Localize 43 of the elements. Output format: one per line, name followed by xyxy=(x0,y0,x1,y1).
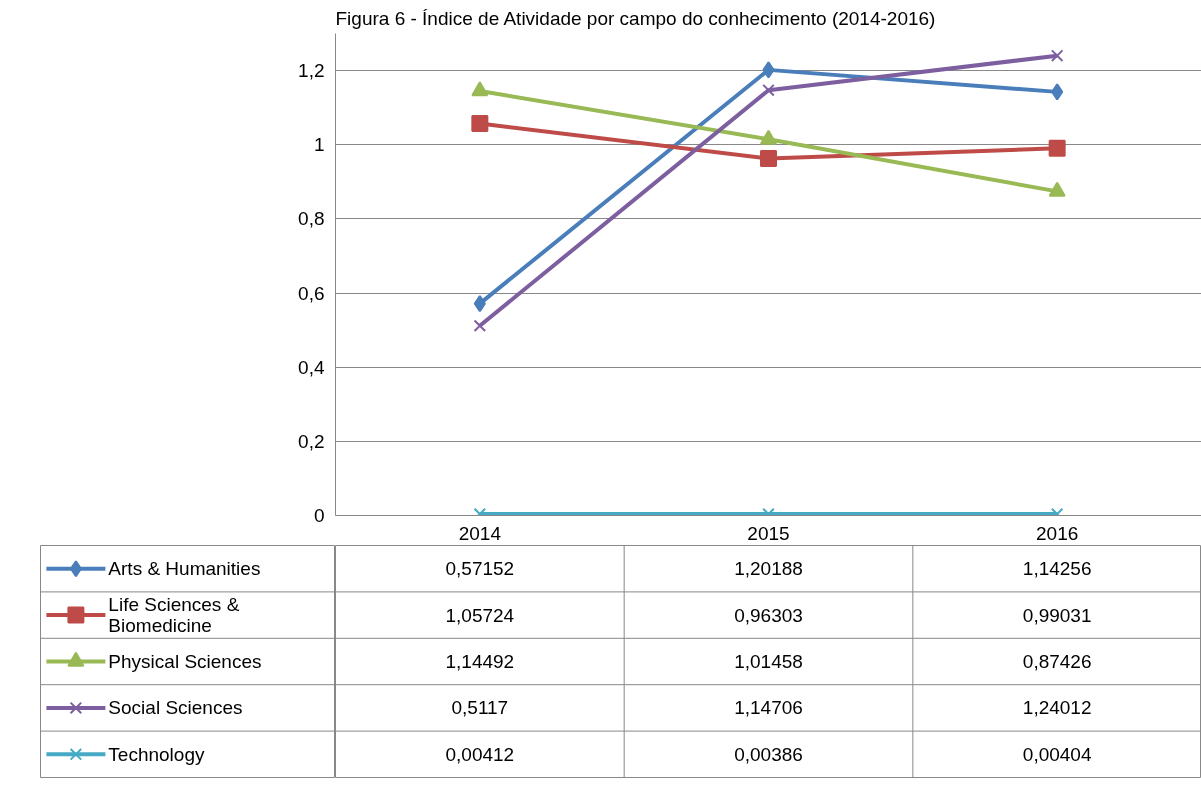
y-tick-label: 1,2 xyxy=(298,60,325,82)
data-label: 1,01458 xyxy=(734,651,803,672)
data-label: 0,00386 xyxy=(734,743,803,765)
data-label: 0,96303 xyxy=(734,604,803,626)
point xyxy=(760,129,777,145)
data-label: 1,05724 xyxy=(445,604,515,626)
y-tick-label: 0,8 xyxy=(298,208,325,230)
y-tick-label: 0,4 xyxy=(298,356,325,378)
x-tick-label: 2015 xyxy=(747,522,790,544)
legend-label: Physical Sciences xyxy=(108,651,262,672)
data-label: 1,14492 xyxy=(445,651,515,672)
x-tick-label: 2016 xyxy=(1036,522,1079,544)
chart-title: Figura 6 - Índice de Atividade por campo do conhecimento (2014-2016) xyxy=(335,7,936,29)
data-label: 0,00412 xyxy=(445,743,515,765)
y-tick-label: 0,2 xyxy=(298,430,325,452)
data-label: 0,87426 xyxy=(1022,651,1092,672)
legend-label: Arts & Humanities xyxy=(108,558,261,580)
point xyxy=(1048,181,1066,197)
data-label: 0,57152 xyxy=(445,558,515,580)
point xyxy=(471,115,489,133)
data-label: 1,14706 xyxy=(734,697,803,719)
y-tick-label: 0 xyxy=(313,505,325,526)
data-label: 1,14256 xyxy=(1022,558,1092,580)
point xyxy=(762,83,775,97)
y-tick-label: 1 xyxy=(313,134,325,156)
legend-label: Social Sciences xyxy=(108,697,243,719)
point xyxy=(762,61,775,79)
point xyxy=(473,319,487,333)
data-label: 0,5117 xyxy=(451,697,509,719)
data-label: 1,20188 xyxy=(734,558,803,580)
data-label: 0,00404 xyxy=(1022,743,1092,765)
data-label: 0,99031 xyxy=(1022,604,1092,626)
y-tick-label: 0,6 xyxy=(298,282,325,304)
point xyxy=(471,81,489,97)
point xyxy=(1048,139,1066,157)
point xyxy=(760,149,777,167)
point xyxy=(1051,83,1064,101)
x-tick-label: 2014 xyxy=(458,522,502,544)
legend-label: Technology xyxy=(108,743,205,765)
point xyxy=(473,295,486,313)
point xyxy=(1050,49,1064,62)
data-label: 1,24012 xyxy=(1022,697,1092,719)
legend-label: Life Sciences & Biomedicine xyxy=(108,594,240,637)
